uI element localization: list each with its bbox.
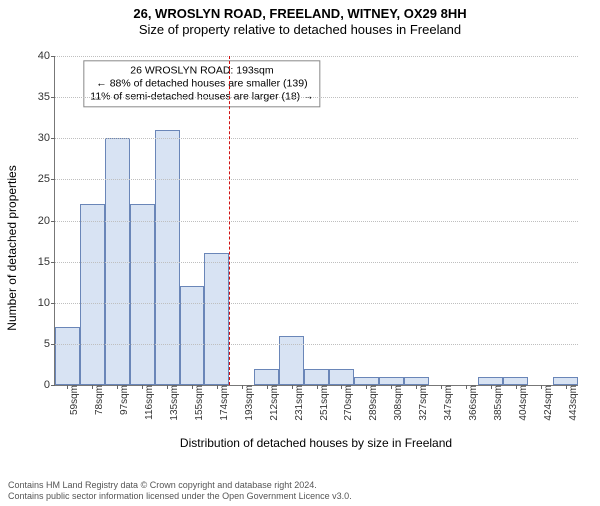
x-tick-label: 231sqm bbox=[290, 385, 305, 421]
x-tick-label: 212sqm bbox=[265, 385, 280, 421]
histogram-bar bbox=[254, 369, 279, 385]
x-tick-label: 116sqm bbox=[140, 385, 155, 420]
histogram-bar bbox=[404, 377, 429, 385]
gridline bbox=[55, 344, 578, 345]
histogram-bar bbox=[329, 369, 354, 385]
histogram-bar bbox=[503, 377, 528, 385]
x-tick-label: 289sqm bbox=[364, 385, 379, 421]
x-tick-label: 270sqm bbox=[339, 385, 354, 421]
annotation-line1: 26 WROSLYN ROAD: 193sqm bbox=[90, 64, 313, 77]
gridline bbox=[55, 303, 578, 304]
histogram-bar bbox=[155, 130, 180, 385]
gridline bbox=[55, 262, 578, 263]
y-axis-label: Number of detached properties bbox=[5, 165, 19, 330]
y-tick-mark bbox=[51, 221, 55, 222]
gridline bbox=[55, 56, 578, 57]
histogram-bar bbox=[553, 377, 578, 385]
x-tick-label: 308sqm bbox=[389, 385, 404, 421]
gridline bbox=[55, 97, 578, 98]
x-tick-label: 327sqm bbox=[414, 385, 429, 421]
reference-marker-line bbox=[229, 56, 230, 385]
y-tick-mark bbox=[51, 179, 55, 180]
x-tick-label: 404sqm bbox=[514, 385, 529, 421]
x-tick-label: 78sqm bbox=[90, 385, 105, 415]
histogram-bar bbox=[55, 327, 80, 385]
histogram-bar bbox=[379, 377, 404, 385]
footer-line1: Contains HM Land Registry data © Crown c… bbox=[8, 480, 352, 491]
x-tick-label: 385sqm bbox=[489, 385, 504, 421]
x-tick-label: 174sqm bbox=[215, 385, 230, 421]
y-tick-mark bbox=[51, 138, 55, 139]
y-tick-mark bbox=[51, 97, 55, 98]
gridline bbox=[55, 221, 578, 222]
x-axis-label: Distribution of detached houses by size … bbox=[54, 436, 578, 450]
x-tick-label: 251sqm bbox=[315, 385, 330, 421]
chart-container: Number of detached properties 26 WROSLYN… bbox=[0, 48, 600, 448]
y-tick-mark bbox=[51, 262, 55, 263]
histogram-bar bbox=[354, 377, 379, 385]
y-tick-mark bbox=[51, 303, 55, 304]
y-tick-mark bbox=[51, 56, 55, 57]
x-tick-label: 193sqm bbox=[240, 385, 255, 421]
y-tick-mark bbox=[51, 344, 55, 345]
histogram-bar bbox=[80, 204, 105, 385]
footer-line2: Contains public sector information licen… bbox=[8, 491, 352, 502]
x-tick-label: 97sqm bbox=[115, 385, 130, 415]
gridline bbox=[55, 138, 578, 139]
chart-title-sub: Size of property relative to detached ho… bbox=[0, 22, 600, 37]
footer-attribution: Contains HM Land Registry data © Crown c… bbox=[8, 480, 352, 503]
x-tick-label: 155sqm bbox=[190, 385, 205, 421]
chart-title-main: 26, WROSLYN ROAD, FREELAND, WITNEY, OX29… bbox=[0, 6, 600, 21]
histogram-bar bbox=[204, 253, 229, 385]
plot-area: 26 WROSLYN ROAD: 193sqm ← 88% of detache… bbox=[54, 56, 578, 386]
histogram-bar bbox=[304, 369, 329, 385]
histogram-bar bbox=[478, 377, 503, 385]
x-tick-label: 443sqm bbox=[564, 385, 579, 421]
histogram-bar bbox=[180, 286, 205, 385]
x-tick-label: 347sqm bbox=[439, 385, 454, 421]
y-tick-mark bbox=[51, 385, 55, 386]
x-tick-label: 59sqm bbox=[65, 385, 80, 415]
annotation-box: 26 WROSLYN ROAD: 193sqm ← 88% of detache… bbox=[83, 60, 320, 107]
x-tick-label: 366sqm bbox=[464, 385, 479, 421]
x-tick-label: 135sqm bbox=[165, 385, 180, 421]
annotation-line2: ← 88% of detached houses are smaller (13… bbox=[90, 77, 313, 90]
histogram-bar bbox=[130, 204, 155, 385]
gridline bbox=[55, 179, 578, 180]
x-tick-label: 424sqm bbox=[539, 385, 554, 421]
